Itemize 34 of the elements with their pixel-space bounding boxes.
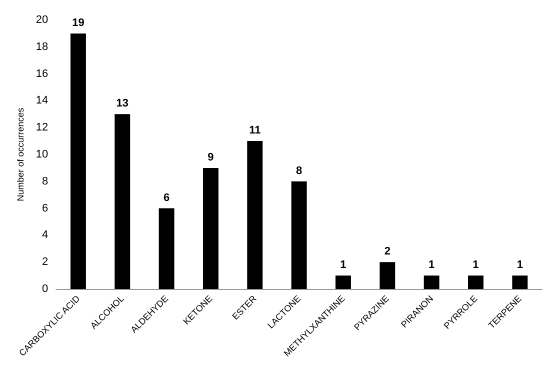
y-tick-label: 14 [36,94,48,107]
bar [247,141,263,289]
bar [512,276,528,289]
bar [468,276,484,289]
data-label: 1 [340,259,346,272]
y-tick-label: 16 [36,68,48,80]
y-tick-label: 10 [36,148,48,160]
data-label: 1 [472,259,479,272]
y-tick-label: 6 [42,202,48,214]
y-tick-label: 8 [42,175,48,188]
y-tick-label: 18 [36,40,48,53]
data-label: 1 [516,259,523,272]
bar [70,33,86,289]
data-label: 13 [116,98,129,110]
bar [424,276,440,289]
bar [291,181,307,289]
data-label: 8 [296,164,302,177]
data-label: 2 [384,246,390,258]
y-axis-title: Number of occurrences [16,107,26,202]
data-label: 6 [163,192,170,204]
data-label: 11 [249,124,261,137]
y-tick-label: 12 [36,122,48,134]
bar [336,276,351,289]
bar [203,168,218,289]
data-label: 9 [208,151,214,164]
y-tick-label: 2 [42,256,48,268]
data-label: 1 [428,259,435,272]
bar [380,262,396,289]
data-label: 19 [72,16,84,29]
bar [114,114,130,289]
y-tick-label: 20 [36,14,48,26]
y-tick-label: 0 [42,283,48,295]
bar [158,208,174,289]
y-tick-label: 4 [42,229,48,242]
